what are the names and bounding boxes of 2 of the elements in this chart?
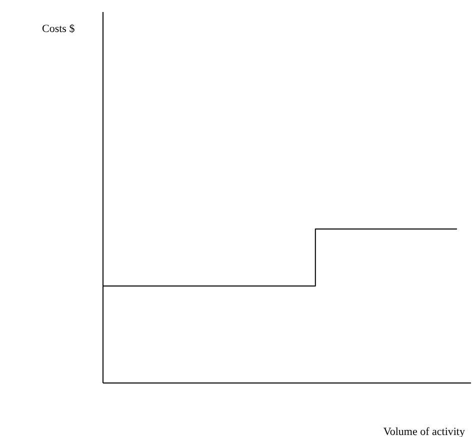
text: Costs $ <box>42 23 76 35</box>
x-axis-title: Volume of activity <box>383 426 466 437</box>
